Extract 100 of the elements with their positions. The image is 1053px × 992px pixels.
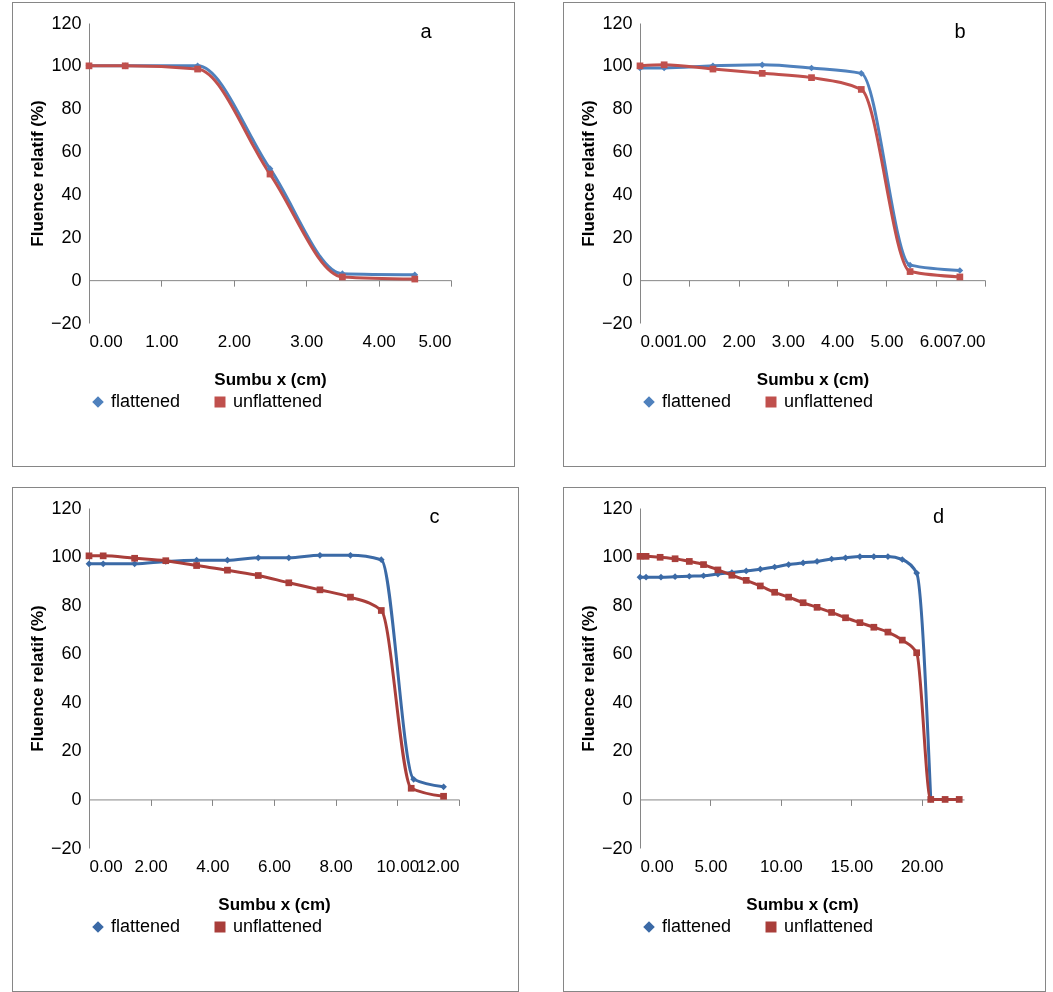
y-tick-label: 20: [612, 226, 633, 247]
x-tick-label: 3.00: [771, 331, 805, 351]
x-tick-label: 10.00: [376, 856, 420, 876]
legend-label: unflattened: [784, 391, 874, 411]
point: [813, 558, 821, 565]
y-tick-label: 100: [602, 546, 633, 567]
point: [828, 609, 835, 616]
y-tick-label: 0: [71, 788, 82, 809]
y-tick-label: 60: [612, 141, 633, 162]
y-tick-label: 80: [612, 594, 633, 615]
x-tick-label: 4.00: [196, 856, 230, 876]
x-axis-title: Sumbu x (cm): [756, 369, 870, 389]
y-tick-label: 40: [61, 183, 82, 204]
x-tick-label: 5.00: [870, 331, 904, 351]
y-tick-label: 80: [612, 98, 633, 119]
point: [771, 588, 779, 596]
chart-title: d: [932, 505, 944, 527]
point: [856, 619, 864, 626]
point: [785, 561, 792, 568]
y-tick-label: 20: [61, 740, 82, 761]
point: [742, 577, 750, 584]
y-tick-label: 20: [61, 226, 82, 247]
point: [913, 649, 921, 657]
x-tick-label: 8.00: [319, 856, 353, 876]
x-tick-label: 0.00: [640, 331, 674, 351]
point: [685, 558, 693, 565]
point: [700, 561, 707, 568]
y-tick-label: −20: [50, 312, 82, 333]
y-axis-title: Fluence relatif (%): [27, 100, 47, 247]
point: [941, 796, 949, 803]
x-tick-label: 6.00: [257, 856, 292, 876]
y-tick-label: 100: [602, 55, 633, 76]
point: [756, 582, 764, 590]
legend-label: flattened: [111, 916, 181, 936]
y-axis-title: Fluence relatif (%): [27, 605, 47, 752]
x-tick-label: 2.00: [722, 331, 756, 351]
y-tick-label: 120: [602, 497, 633, 518]
y-tick-label: 40: [612, 691, 633, 712]
x-tick-label: 20.00: [900, 856, 944, 876]
chart-title: b: [954, 20, 966, 42]
point: [642, 552, 650, 560]
point: [799, 599, 807, 607]
x-axis-title: Sumbu x (cm): [746, 894, 859, 914]
y-tick-label: 40: [61, 691, 82, 712]
point: [785, 593, 792, 601]
point: [898, 556, 906, 563]
legend-label: flattened: [111, 391, 181, 411]
y-tick-label: 0: [71, 269, 82, 290]
point: [813, 603, 821, 611]
point: [700, 572, 707, 580]
y-tick-label: 120: [602, 12, 633, 33]
point: [842, 554, 849, 562]
y-tick-label: 100: [51, 546, 82, 567]
x-tick-label: 1.00: [145, 331, 179, 351]
x-tick-label: 6.00: [919, 331, 953, 351]
chart-title: c: [429, 505, 440, 527]
y-tick-label: −20: [601, 837, 633, 858]
y-tick-label: 0: [622, 788, 633, 809]
legend-label: flattened: [662, 391, 732, 411]
y-tick-label: 60: [612, 643, 633, 664]
point: [842, 614, 849, 622]
x-tick-label: 10.00: [760, 856, 803, 876]
point: [636, 573, 644, 581]
point: [898, 636, 906, 644]
x-axis-title: Sumbu x (cm): [214, 369, 327, 389]
x-tick-label: 1.00: [673, 331, 707, 351]
legend-label: unflattened: [233, 916, 323, 936]
y-tick-label: −20: [601, 312, 633, 333]
point: [955, 796, 963, 803]
y-tick-label: 40: [612, 183, 633, 204]
x-tick-label: 2.00: [134, 856, 168, 876]
y-axis-title: Fluence relatif (%): [578, 100, 598, 247]
y-tick-label: 120: [51, 12, 82, 33]
point: [671, 573, 679, 581]
x-tick-label: 4.00: [362, 331, 396, 351]
chart-title: a: [420, 20, 433, 42]
y-tick-label: 120: [51, 497, 82, 518]
x-tick-label: 0.00: [89, 331, 123, 351]
x-tick-label: 0.00: [640, 856, 674, 876]
x-tick-label: 0.00: [89, 856, 123, 876]
point: [656, 553, 664, 561]
x-axis-title: Sumbu x (cm): [218, 894, 331, 914]
point: [870, 623, 878, 631]
y-tick-label: 80: [61, 98, 82, 119]
x-tick-label: 4.00: [821, 331, 855, 351]
x-tick-label: 15.00: [830, 856, 874, 876]
point: [671, 555, 679, 563]
y-tick-label: 60: [61, 643, 82, 664]
x-tick-label: 5.00: [694, 856, 728, 876]
y-tick-label: 80: [61, 594, 82, 615]
y-axis-title: Fluence relatif (%): [578, 605, 598, 752]
point: [636, 552, 644, 560]
point: [657, 573, 665, 581]
x-tick-label: 5.00: [418, 331, 452, 351]
y-tick-label: 0: [622, 269, 633, 290]
legend-label: unflattened: [784, 916, 874, 936]
x-tick-label: 3.00: [290, 331, 324, 351]
x-tick-label: 7.00: [952, 331, 986, 351]
y-tick-label: 100: [51, 55, 82, 76]
legend-label: flattened: [662, 916, 732, 936]
